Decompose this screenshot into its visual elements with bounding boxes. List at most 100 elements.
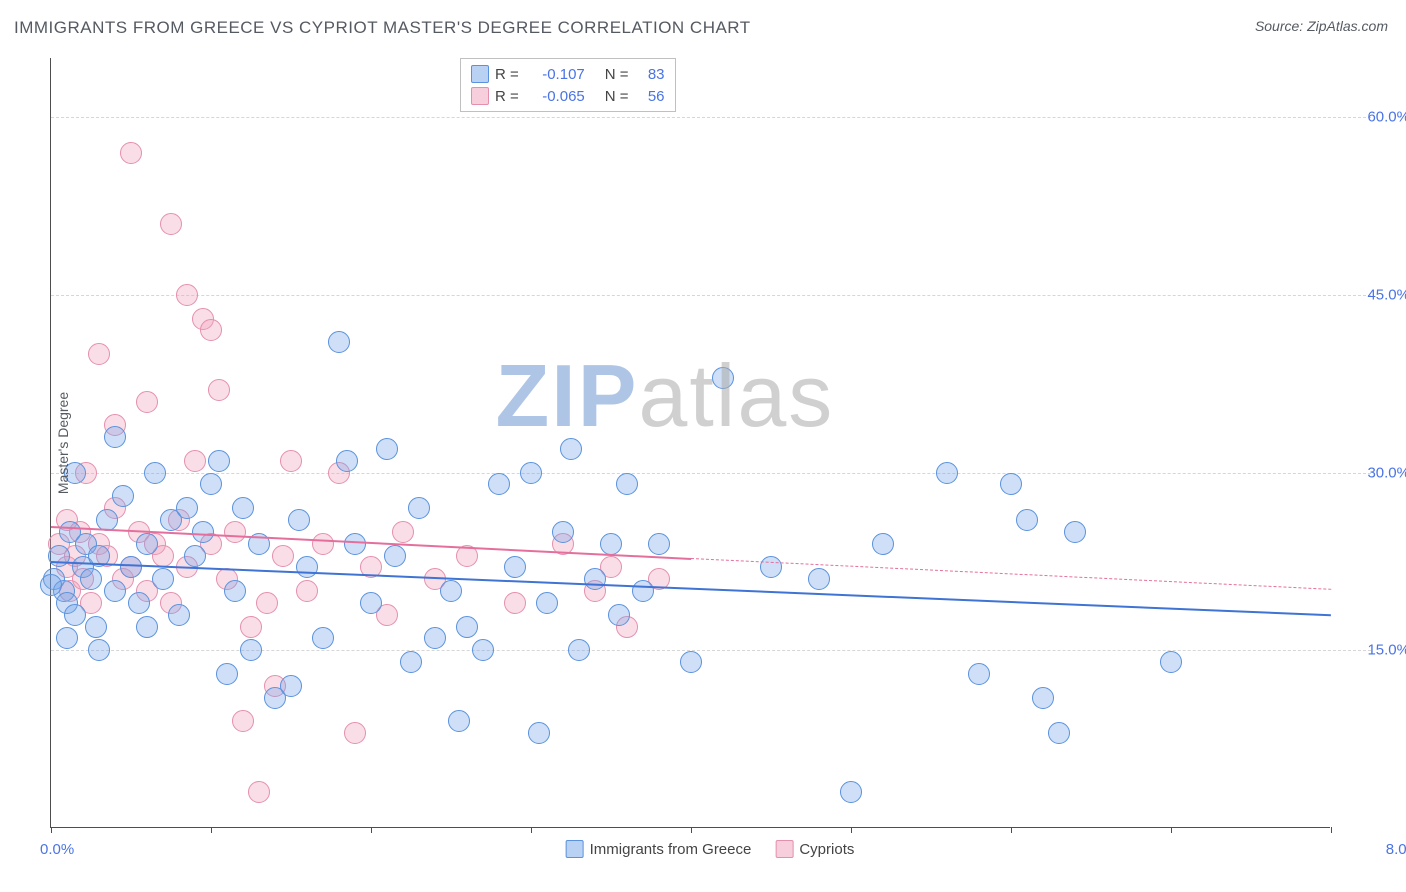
data-point xyxy=(1048,722,1070,744)
data-point xyxy=(1064,521,1086,543)
x-tick xyxy=(531,827,532,833)
legend-n-value: 83 xyxy=(635,66,665,83)
data-point xyxy=(104,580,126,602)
data-point xyxy=(392,521,414,543)
data-point xyxy=(144,462,166,484)
data-point xyxy=(120,556,142,578)
data-point xyxy=(224,580,246,602)
data-point xyxy=(288,509,310,531)
legend-item: Cypriots xyxy=(775,840,854,858)
data-point xyxy=(232,710,254,732)
gridline-h xyxy=(51,473,1371,474)
x-tick xyxy=(1011,827,1012,833)
data-point xyxy=(160,213,182,235)
legend-item: Immigrants from Greece xyxy=(566,840,752,858)
data-point xyxy=(840,781,862,803)
data-point xyxy=(440,580,462,602)
series-legend: Immigrants from Greece Cypriots xyxy=(566,840,855,858)
data-point xyxy=(272,545,294,567)
x-tick xyxy=(51,827,52,833)
data-point xyxy=(424,627,446,649)
data-point xyxy=(168,604,190,626)
plot-area: ZIPatlas xyxy=(50,58,1330,828)
data-point xyxy=(448,710,470,732)
data-point xyxy=(240,639,262,661)
data-point xyxy=(1000,473,1022,495)
data-point xyxy=(192,521,214,543)
data-point xyxy=(80,568,102,590)
data-point xyxy=(40,574,62,596)
data-point xyxy=(1016,509,1038,531)
legend-row: R =-0.065N =56 xyxy=(471,85,665,107)
chart-title: IMMIGRANTS FROM GREECE VS CYPRIOT MASTER… xyxy=(14,18,751,38)
data-point xyxy=(176,284,198,306)
data-point xyxy=(648,533,670,555)
data-point xyxy=(712,367,734,389)
data-point xyxy=(568,639,590,661)
data-point xyxy=(560,438,582,460)
data-point xyxy=(328,331,350,353)
data-point xyxy=(312,533,334,555)
data-point xyxy=(456,616,478,638)
data-point xyxy=(632,580,654,602)
x-tick xyxy=(211,827,212,833)
legend-swatch xyxy=(471,87,489,105)
data-point xyxy=(360,592,382,614)
data-point xyxy=(616,473,638,495)
legend-row: R =-0.107N =83 xyxy=(471,63,665,85)
y-tick-label: 45.0% xyxy=(1350,286,1406,303)
watermark-prefix: ZIP xyxy=(496,346,639,445)
data-point xyxy=(240,616,262,638)
y-tick-label: 60.0% xyxy=(1350,109,1406,126)
legend-swatch xyxy=(471,65,489,83)
data-point xyxy=(472,639,494,661)
data-point xyxy=(208,379,230,401)
data-point xyxy=(584,568,606,590)
data-point xyxy=(120,142,142,164)
data-point xyxy=(528,722,550,744)
data-point xyxy=(200,473,222,495)
data-point xyxy=(280,675,302,697)
y-tick-label: 15.0% xyxy=(1350,642,1406,659)
legend-swatch xyxy=(775,840,793,858)
legend-swatch xyxy=(566,840,584,858)
data-point xyxy=(232,497,254,519)
data-point xyxy=(128,592,150,614)
data-point xyxy=(808,568,830,590)
data-point xyxy=(152,568,174,590)
x-tick xyxy=(371,827,372,833)
data-point xyxy=(184,545,206,567)
data-point xyxy=(280,450,302,472)
x-tick xyxy=(851,827,852,833)
data-point xyxy=(296,580,318,602)
data-point xyxy=(344,533,366,555)
legend-r-value: -0.107 xyxy=(525,66,585,83)
legend-label: Immigrants from Greece xyxy=(590,841,752,858)
data-point xyxy=(408,497,430,519)
correlation-legend: R =-0.107N =83R =-0.065N =56 xyxy=(460,58,676,112)
data-point xyxy=(296,556,318,578)
data-point xyxy=(200,319,222,341)
data-point xyxy=(88,343,110,365)
y-axis-label: Master's Degree xyxy=(55,392,71,494)
data-point xyxy=(872,533,894,555)
data-point xyxy=(400,651,422,673)
data-point xyxy=(680,651,702,673)
data-point xyxy=(1160,651,1182,673)
data-point xyxy=(312,627,334,649)
data-point xyxy=(1032,687,1054,709)
data-point xyxy=(136,533,158,555)
data-point xyxy=(248,781,270,803)
data-point xyxy=(376,438,398,460)
data-point xyxy=(136,616,158,638)
legend-label: Cypriots xyxy=(799,841,854,858)
source-label: Source: ZipAtlas.com xyxy=(1255,18,1388,34)
trendline xyxy=(691,558,1331,590)
gridline-h xyxy=(51,295,1371,296)
data-point xyxy=(936,462,958,484)
data-point xyxy=(608,604,630,626)
legend-n-value: 56 xyxy=(635,88,665,105)
data-point xyxy=(104,426,126,448)
watermark: ZIPatlas xyxy=(496,345,835,447)
data-point xyxy=(136,391,158,413)
